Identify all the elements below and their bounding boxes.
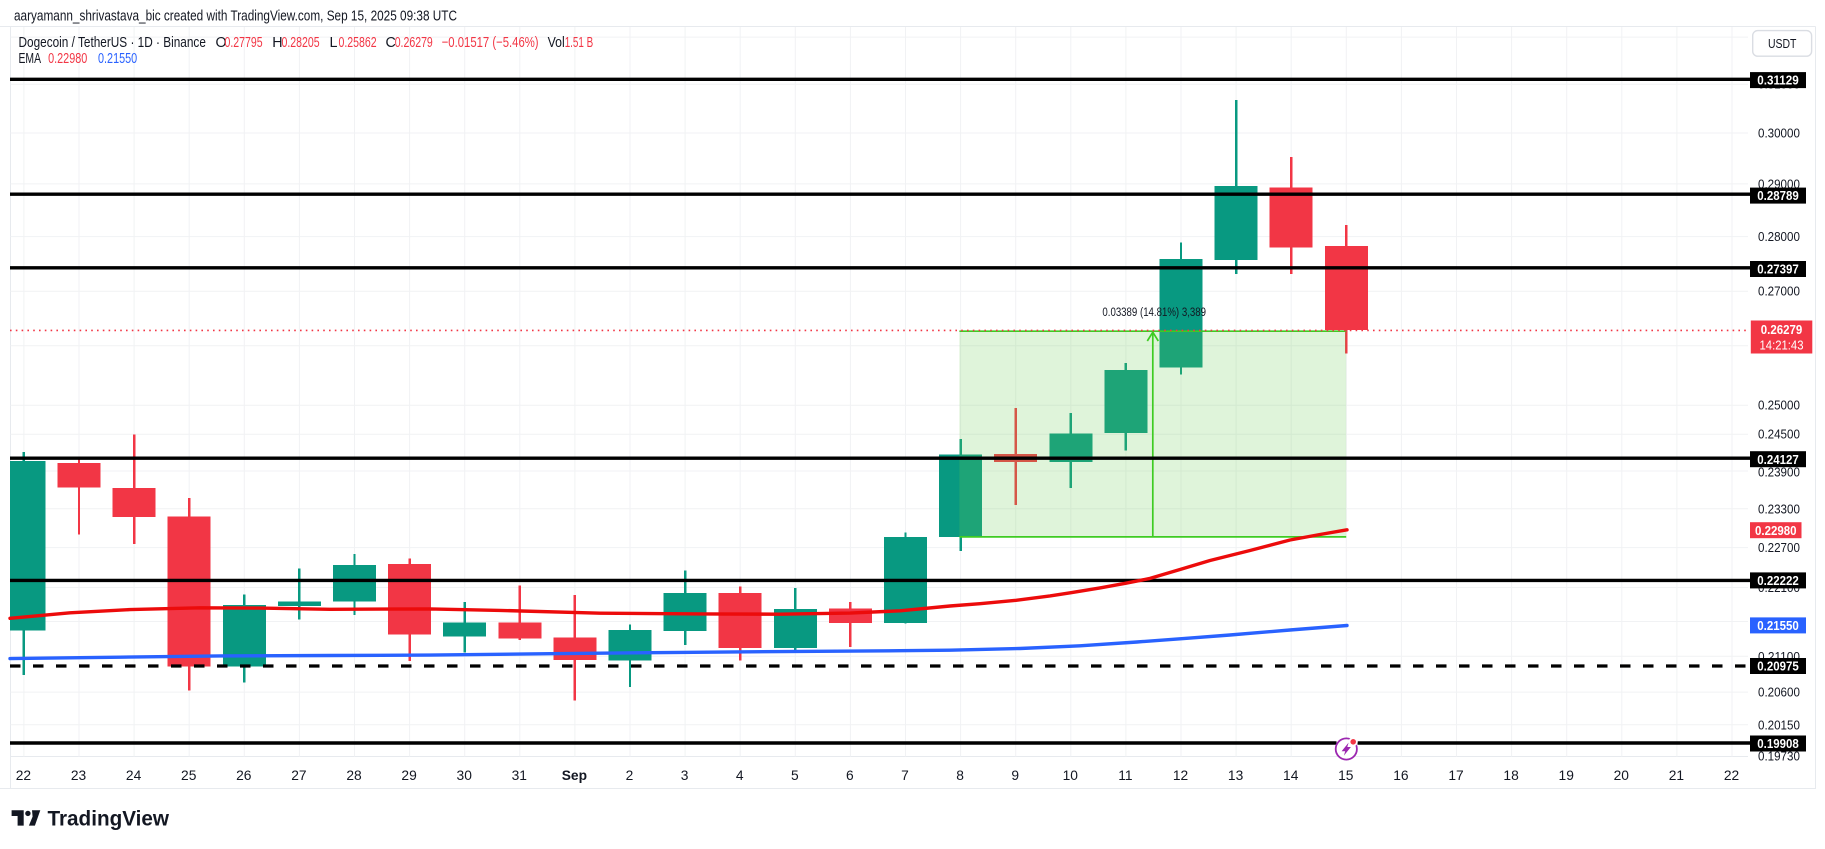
svg-text:0.26279: 0.26279 xyxy=(395,35,433,51)
svg-text:0.27000: 0.27000 xyxy=(1758,284,1800,299)
svg-text:0.21550: 0.21550 xyxy=(98,51,137,67)
svg-text:0.24127: 0.24127 xyxy=(1757,453,1799,467)
svg-text:9: 9 xyxy=(1011,768,1019,783)
svg-text:0.24500: 0.24500 xyxy=(1758,427,1800,442)
svg-text:18: 18 xyxy=(1503,768,1519,783)
svg-text:13: 13 xyxy=(1228,768,1244,783)
svg-text:5: 5 xyxy=(791,768,799,783)
svg-text:3: 3 xyxy=(681,768,689,783)
svg-text:0.26279: 0.26279 xyxy=(1761,323,1803,337)
svg-text:30: 30 xyxy=(457,768,473,783)
svg-text:0.20975: 0.20975 xyxy=(1757,660,1799,674)
svg-text:14: 14 xyxy=(1283,768,1299,783)
svg-text:11: 11 xyxy=(1118,768,1132,783)
svg-text:TradingView: TradingView xyxy=(48,807,170,831)
svg-text:19: 19 xyxy=(1559,768,1575,783)
svg-text:2: 2 xyxy=(626,768,634,783)
svg-text:7: 7 xyxy=(901,768,909,783)
svg-text:20: 20 xyxy=(1614,768,1630,783)
svg-text:Sep: Sep xyxy=(562,768,587,783)
svg-text:29: 29 xyxy=(401,768,417,783)
svg-text:21: 21 xyxy=(1669,768,1684,783)
svg-text:C: C xyxy=(386,35,396,51)
svg-text:24: 24 xyxy=(126,768,142,783)
svg-text:0.28000: 0.28000 xyxy=(1758,229,1800,244)
svg-text:12: 12 xyxy=(1173,768,1188,783)
svg-text:26: 26 xyxy=(236,768,252,783)
svg-text:0.30000: 0.30000 xyxy=(1758,126,1800,141)
svg-text:0.22980: 0.22980 xyxy=(1755,524,1797,538)
svg-text:0.25862: 0.25862 xyxy=(339,35,377,51)
svg-text:0.31129: 0.31129 xyxy=(1757,74,1799,88)
svg-text:aaryamann_shrivastava_bic crea: aaryamann_shrivastava_bic created with T… xyxy=(14,9,457,25)
svg-text:Vol: Vol xyxy=(548,35,565,51)
svg-text:31: 31 xyxy=(512,768,527,783)
svg-text:H: H xyxy=(272,35,282,51)
svg-text:−0.01517 (−5.46%): −0.01517 (−5.46%) xyxy=(442,35,539,51)
svg-text:14:21:43: 14:21:43 xyxy=(1760,339,1804,353)
svg-text:0.20600: 0.20600 xyxy=(1758,685,1800,700)
svg-text:10: 10 xyxy=(1063,768,1079,783)
svg-text:0.22980: 0.22980 xyxy=(48,51,87,67)
svg-text:0.27397: 0.27397 xyxy=(1757,263,1799,277)
svg-text:28: 28 xyxy=(346,768,362,783)
svg-text:0.27795: 0.27795 xyxy=(225,35,263,51)
svg-text:17: 17 xyxy=(1448,768,1463,783)
svg-text:23: 23 xyxy=(71,768,87,783)
svg-text:4: 4 xyxy=(736,768,744,783)
svg-text:O: O xyxy=(216,35,227,51)
svg-text:16: 16 xyxy=(1393,768,1409,783)
svg-text:0.22700: 0.22700 xyxy=(1758,540,1800,555)
svg-text:0.28205: 0.28205 xyxy=(282,35,320,51)
svg-text:22: 22 xyxy=(16,768,31,783)
svg-text:0.23900: 0.23900 xyxy=(1758,465,1800,480)
svg-text:USDT: USDT xyxy=(1768,36,1797,51)
svg-text:0.25000: 0.25000 xyxy=(1758,398,1800,413)
svg-text:0.22222: 0.22222 xyxy=(1757,574,1799,588)
svg-text:15: 15 xyxy=(1338,768,1354,783)
svg-text:22: 22 xyxy=(1724,768,1739,783)
svg-text:25: 25 xyxy=(181,768,197,783)
svg-text:6: 6 xyxy=(846,768,854,783)
svg-text:0.21550: 0.21550 xyxy=(1757,619,1799,633)
svg-text:EMA: EMA xyxy=(19,51,42,67)
svg-text:0.03389 (14.81%) 3,389: 0.03389 (14.81%) 3,389 xyxy=(1102,305,1206,319)
svg-text:27: 27 xyxy=(291,768,306,783)
svg-text:0.19730: 0.19730 xyxy=(1758,749,1800,764)
svg-text:L: L xyxy=(330,35,338,51)
svg-text:0.28789: 0.28789 xyxy=(1757,189,1799,203)
svg-text:0.20150: 0.20150 xyxy=(1758,717,1800,732)
svg-text:8: 8 xyxy=(956,768,964,783)
svg-text:Dogecoin / TetherUS · 1D · Bin: Dogecoin / TetherUS · 1D · Binance xyxy=(19,35,206,51)
svg-text:0.19908: 0.19908 xyxy=(1757,737,1799,751)
svg-text:1.51 B: 1.51 B xyxy=(565,35,594,51)
svg-text:0.23300: 0.23300 xyxy=(1758,501,1800,516)
